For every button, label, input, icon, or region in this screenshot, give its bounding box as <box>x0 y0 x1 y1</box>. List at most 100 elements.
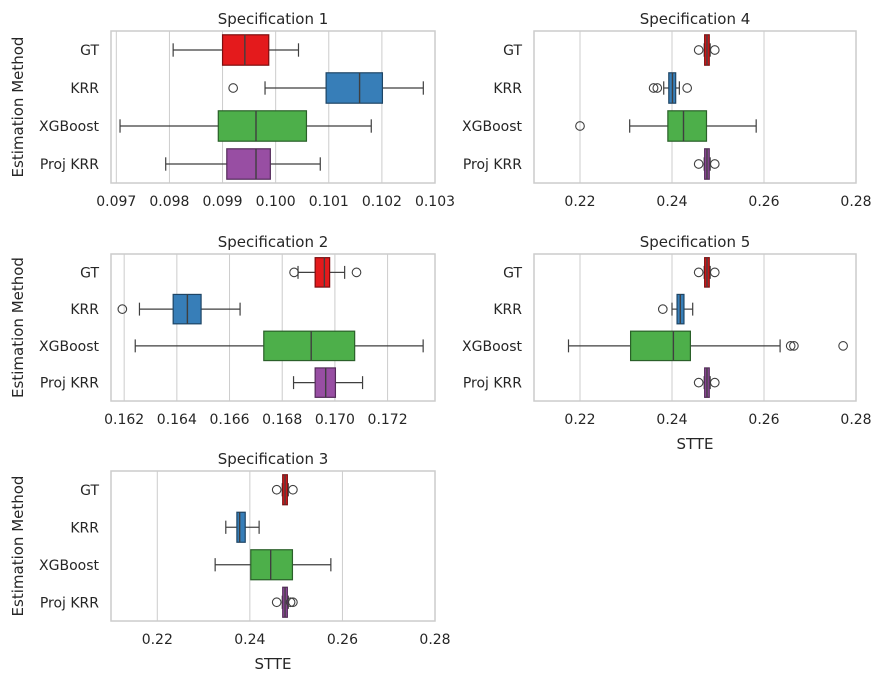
y-tick-label: KRR <box>493 81 522 97</box>
chart-title: Specification 4 <box>640 10 751 28</box>
box-krr: KRR <box>70 293 241 325</box>
box-iqr <box>263 330 356 362</box>
box-xgboost: XGBoost <box>462 110 757 142</box>
outlier-point <box>789 341 799 351</box>
x-tick-label: 0.101 <box>309 194 349 210</box>
outlier-point <box>693 159 704 169</box>
box-proj-krr: Proj KRR <box>463 367 720 398</box>
x-tick-label: 0.170 <box>315 412 355 428</box>
x-tick-label: 0.22 <box>564 194 595 210</box>
y-tick-label: GT <box>503 265 522 281</box>
outlier-point <box>351 267 362 278</box>
x-tick-label: 0.26 <box>748 194 779 210</box>
y-tick-label: Proj KRR <box>463 157 522 173</box>
box-krr: KRR <box>70 511 260 543</box>
outlier-point <box>285 597 296 608</box>
outlier-point <box>228 83 239 93</box>
x-tick-label: 0.24 <box>234 632 265 648</box>
outlier-point <box>575 121 585 131</box>
box-iqr <box>221 34 270 66</box>
x-tick-label: 0.26 <box>327 632 358 648</box>
x-tick-label: 0.102 <box>362 194 402 210</box>
y-tick-label: XGBoost <box>39 558 99 574</box>
y-tick-label: KRR <box>493 302 522 318</box>
axes-frame <box>533 30 857 184</box>
panel-5: Specification 3 0.22 0.24 0.26 0.28 STTE Estim… <box>9 450 451 673</box>
x-tick-label: 0.162 <box>104 412 144 428</box>
y-axis-label: Estimation Method <box>9 476 27 617</box>
x-tick-label: 0.24 <box>656 194 687 210</box>
box-xgboost: XGBoost <box>39 330 424 362</box>
x-tick-label: 0.28 <box>419 632 450 648</box>
y-tick-label: KRR <box>70 520 99 536</box>
outlier-point <box>657 304 668 314</box>
y-tick-label: XGBoost <box>462 339 522 355</box>
outlier-point <box>785 341 796 351</box>
outlier-point <box>271 597 282 608</box>
chart-title: Specification 5 <box>640 233 751 251</box>
y-tick-label: Proj KRR <box>40 595 99 611</box>
y-tick-label: Proj KRR <box>40 157 99 173</box>
x-tick-label: 0.099 <box>202 194 242 210</box>
outlier-point <box>682 83 693 93</box>
x-tick-label: 0.164 <box>157 412 197 428</box>
outlier-point <box>289 267 299 278</box>
x-tick-label: 0.166 <box>209 412 249 428</box>
box-iqr <box>236 511 246 543</box>
outlier-point <box>271 484 282 495</box>
box-proj-krr: Proj KRR <box>40 586 298 618</box>
box-gt: GT <box>80 34 300 66</box>
box-iqr <box>325 72 384 104</box>
box-xgboost: XGBoost <box>462 330 848 362</box>
panel-3: Specification 2 0.162 0.164 0.166 0.168 0.170… <box>9 233 436 428</box>
outlier-point <box>693 45 704 55</box>
x-tick-label: 0.100 <box>256 194 296 210</box>
x-tick-label: 0.28 <box>840 412 871 428</box>
outlier-point <box>652 83 663 93</box>
x-tick-label: 0.168 <box>262 412 302 428</box>
chart-title: Specification 1 <box>218 10 329 28</box>
y-tick-label: XGBoost <box>462 119 522 135</box>
box-gt: GT <box>80 474 298 506</box>
axes-frame <box>110 470 436 622</box>
outlier-point <box>693 267 704 278</box>
y-tick-label: GT <box>80 483 99 499</box>
box-iqr <box>250 549 294 581</box>
y-tick-label: GT <box>80 43 99 59</box>
y-axis-label: Estimation Method <box>9 257 27 398</box>
y-tick-label: XGBoost <box>39 339 99 355</box>
x-tick-label: 0.22 <box>564 412 595 428</box>
x-tick-label: 0.26 <box>748 412 779 428</box>
box-proj-krr: Proj KRR <box>463 148 720 180</box>
y-tick-label: KRR <box>70 302 99 318</box>
x-tick-label: 0.097 <box>96 194 136 210</box>
x-tick-label: 0.098 <box>149 194 189 210</box>
chart-title: Specification 3 <box>218 450 329 468</box>
box-iqr <box>217 110 308 142</box>
outlier-point <box>838 341 848 351</box>
outlier-point <box>288 484 298 495</box>
outlier-point <box>709 377 720 388</box>
y-tick-label: KRR <box>70 81 99 97</box>
box-iqr <box>667 110 708 142</box>
chart-title: Specification 2 <box>218 233 329 251</box>
box-gt: GT <box>503 257 720 288</box>
panel-4: Specification 5 0.22 0.24 0.26 0.28 STTE GT KRR… <box>462 233 872 453</box>
box-krr: KRR <box>493 72 693 104</box>
box-proj-krr: Proj KRR <box>40 148 321 180</box>
box-iqr <box>314 257 331 288</box>
outlier-point <box>709 159 720 169</box>
y-tick-label: XGBoost <box>39 119 99 135</box>
box-xgboost: XGBoost <box>39 110 372 142</box>
axes-frame <box>110 253 436 402</box>
x-tick-label: 0.28 <box>840 194 871 210</box>
y-tick-label: Proj KRR <box>40 376 99 392</box>
y-tick-label: GT <box>80 265 99 281</box>
box-iqr <box>629 330 691 362</box>
box-krr: KRR <box>493 293 694 325</box>
panel-2: Specification 4 0.22 0.24 0.26 0.28 GT KRR XGBo… <box>462 10 872 210</box>
x-tick-label: 0.103 <box>415 194 455 210</box>
outlier-point <box>117 304 128 314</box>
outlier-point <box>709 45 720 55</box>
